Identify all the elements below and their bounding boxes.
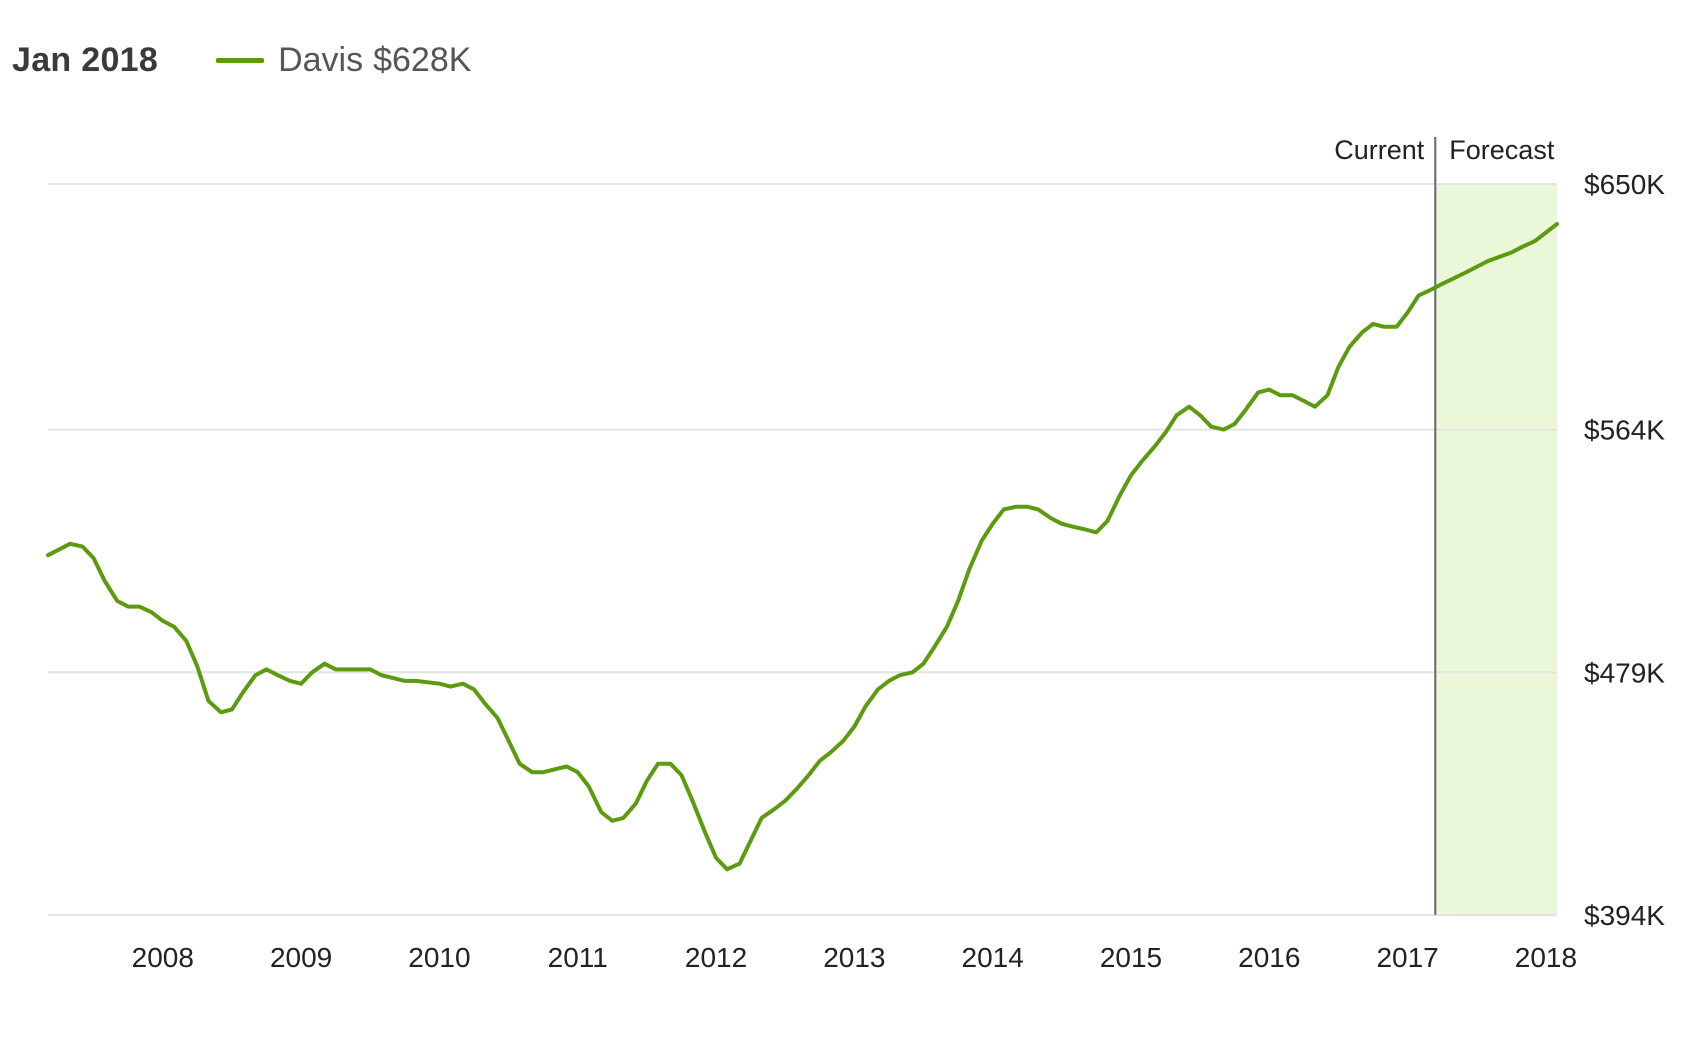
current-date-label: Jan 2018 — [12, 40, 159, 79]
x-tick-label: 2016 — [1238, 942, 1300, 973]
x-tick-label: 2009 — [270, 942, 332, 973]
series-line-davis[interactable] — [46, 222, 1559, 872]
x-tick-label: 2013 — [823, 942, 885, 973]
y-tick-label: $564K — [1584, 415, 1665, 446]
legend-item-davis[interactable]: Davis $628K — [216, 41, 471, 80]
forecast-region — [1435, 184, 1557, 915]
x-tick-label: 2008 — [132, 942, 194, 973]
y-tick-label: $650K — [1584, 169, 1665, 200]
x-tick-label: 2015 — [1100, 942, 1162, 973]
forecast-label: Forecast — [1449, 135, 1555, 165]
x-tick-label: 2017 — [1376, 942, 1438, 973]
legend-label: Davis $628K — [278, 41, 471, 80]
x-tick-label: 2010 — [408, 942, 470, 973]
x-tick-label: 2018 — [1515, 942, 1577, 973]
legend-swatch — [216, 57, 265, 63]
y-tick-label: $479K — [1584, 657, 1665, 688]
chart-header: Jan 2018 Davis $628K — [12, 30, 471, 90]
current-label: Current — [1334, 135, 1425, 165]
x-tick-label: 2014 — [962, 942, 1024, 973]
y-tick-label: $394K — [1584, 900, 1665, 931]
legend-series-name: Davis — [278, 40, 364, 79]
x-tick-label: 2011 — [548, 942, 608, 973]
legend-series-value: $628K — [373, 40, 472, 79]
x-tick-label: 2012 — [685, 942, 747, 973]
